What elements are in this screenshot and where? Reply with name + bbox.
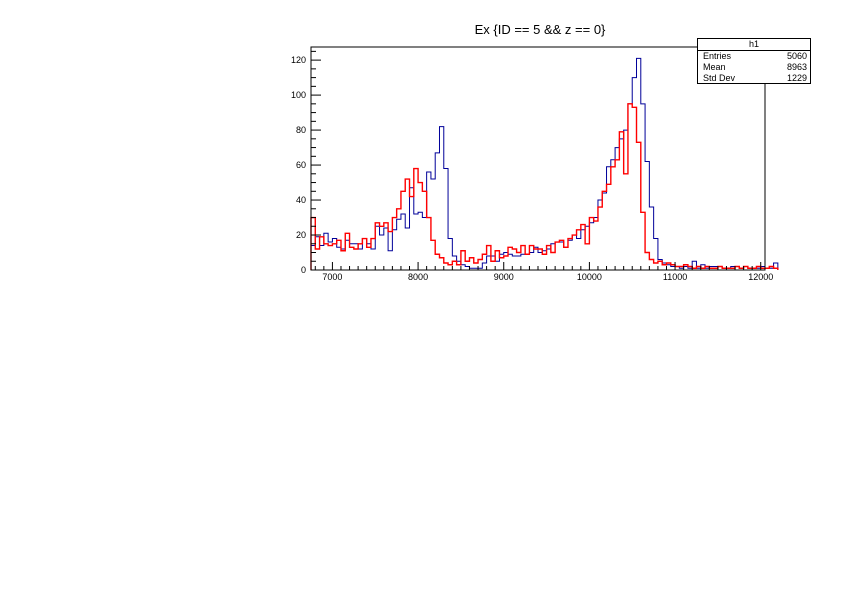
y-tick-label: 100 (291, 90, 306, 100)
y-tick-label: 60 (296, 160, 306, 170)
stats-entries-value: 5060 (786, 51, 807, 61)
x-tick-label: 9000 (494, 272, 514, 282)
x-tick-label: 7000 (322, 272, 342, 282)
y-tick-label: 80 (296, 125, 306, 135)
stats-stddev-label: Std Dev (703, 73, 736, 83)
stats-row-entries: Entries 5060 (698, 51, 810, 62)
y-tick-label: 40 (296, 195, 306, 205)
stats-box: h1 Entries 5060 Mean 8963 Std Dev 1229 (697, 38, 811, 84)
y-tick-label: 0 (301, 265, 306, 275)
x-tick-label: 10000 (577, 272, 602, 282)
series-2-line (310, 103, 779, 270)
y-tick-label: 120 (291, 55, 306, 65)
stats-mean-value: 8963 (786, 62, 807, 72)
y-tick-label: 20 (296, 230, 306, 240)
stats-box-name: h1 (698, 39, 810, 51)
x-tick-label: 12000 (748, 272, 773, 282)
stats-mean-label: Mean (703, 62, 726, 72)
x-tick-label: 11000 (663, 272, 687, 282)
stats-row-stddev: Std Dev 1229 (698, 73, 810, 84)
stats-entries-label: Entries (703, 51, 732, 61)
stats-stddev-value: 1229 (786, 73, 807, 83)
series-1-line (310, 57, 779, 270)
x-tick-label: 8000 (408, 272, 428, 282)
chart-title: Ex {ID == 5 && z == 0} (474, 22, 606, 37)
stats-row-mean: Mean 8963 (698, 62, 810, 73)
